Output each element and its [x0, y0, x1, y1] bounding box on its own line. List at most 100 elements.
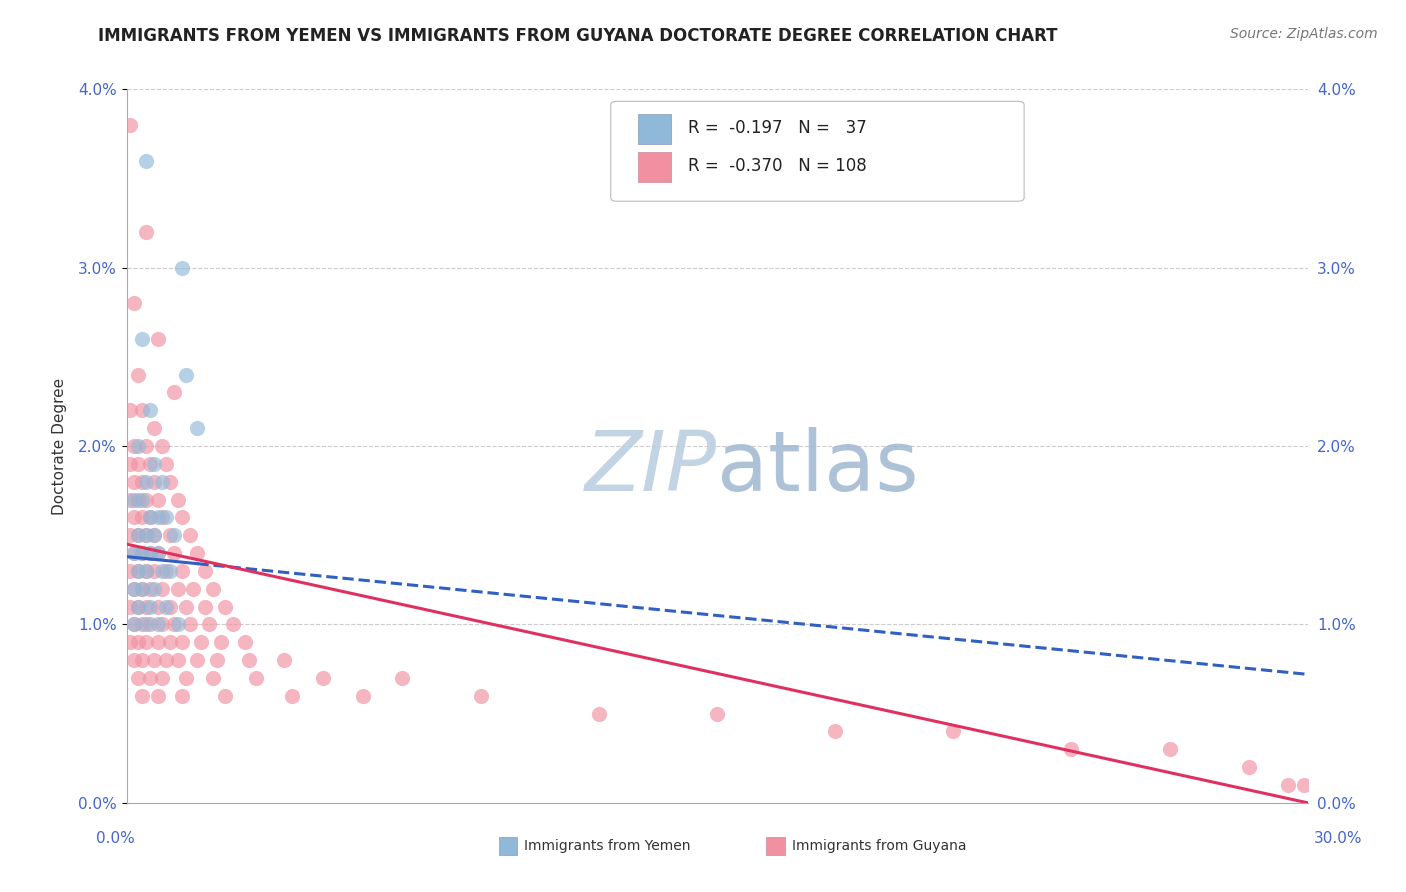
Point — [214, 599, 236, 614]
Point — [1292, 778, 1315, 792]
Point — [143, 457, 166, 471]
Point — [205, 653, 228, 667]
Point — [159, 564, 181, 578]
Y-axis label: Doctorate Degree: Doctorate Degree — [52, 377, 67, 515]
Point — [135, 492, 157, 507]
Point — [139, 510, 162, 524]
Point — [281, 689, 304, 703]
Bar — [638, 152, 671, 182]
Point — [135, 153, 157, 168]
Point — [170, 635, 193, 649]
Point — [120, 457, 142, 471]
Text: Source: ZipAtlas.com: Source: ZipAtlas.com — [1230, 27, 1378, 41]
Point — [159, 635, 181, 649]
Point — [120, 118, 142, 132]
Text: R =  -0.197   N =   37: R = -0.197 N = 37 — [688, 120, 866, 137]
Point — [352, 689, 374, 703]
Bar — [638, 114, 671, 145]
Point — [124, 546, 146, 560]
Point — [120, 564, 142, 578]
Point — [139, 617, 162, 632]
Point — [127, 599, 149, 614]
Point — [131, 582, 153, 596]
Text: 30.0%: 30.0% — [1315, 831, 1362, 846]
Point — [143, 528, 166, 542]
Point — [131, 492, 153, 507]
Point — [127, 528, 149, 542]
Point — [146, 546, 169, 560]
Point — [155, 653, 177, 667]
Point — [135, 564, 157, 578]
Point — [170, 260, 193, 275]
Point — [186, 421, 208, 435]
Point — [166, 653, 188, 667]
Point — [150, 439, 173, 453]
Point — [150, 564, 173, 578]
Point — [312, 671, 335, 685]
Point — [143, 421, 166, 435]
Point — [124, 617, 146, 632]
Point — [163, 528, 186, 542]
Point — [179, 528, 201, 542]
Point — [143, 475, 166, 489]
Point — [166, 492, 188, 507]
Point — [146, 617, 169, 632]
Point — [127, 457, 149, 471]
Point — [159, 528, 181, 542]
Point — [170, 564, 193, 578]
Point — [127, 564, 149, 578]
Point — [179, 617, 201, 632]
Point — [124, 510, 146, 524]
Point — [124, 617, 146, 632]
Point — [183, 582, 205, 596]
Point — [202, 582, 225, 596]
Point — [143, 528, 166, 542]
Point — [143, 582, 166, 596]
Point — [1159, 742, 1181, 756]
Point — [135, 528, 157, 542]
Point — [120, 635, 142, 649]
Point — [150, 671, 173, 685]
Point — [139, 510, 162, 524]
Point — [120, 528, 142, 542]
Point — [155, 564, 177, 578]
Point — [127, 528, 149, 542]
Point — [127, 439, 149, 453]
Point — [135, 564, 157, 578]
Point — [942, 724, 965, 739]
Point — [143, 564, 166, 578]
Point — [131, 546, 153, 560]
Point — [146, 599, 169, 614]
Point — [131, 689, 153, 703]
Point — [139, 582, 162, 596]
Text: Immigrants from Yemen: Immigrants from Yemen — [524, 838, 690, 853]
Point — [190, 635, 212, 649]
Point — [143, 653, 166, 667]
Point — [163, 617, 186, 632]
Point — [124, 653, 146, 667]
Point — [470, 689, 492, 703]
Point — [135, 528, 157, 542]
Point — [135, 635, 157, 649]
Point — [186, 546, 208, 560]
Point — [194, 599, 217, 614]
Text: R =  -0.370   N = 108: R = -0.370 N = 108 — [688, 157, 866, 175]
Point — [150, 475, 173, 489]
Point — [238, 653, 260, 667]
Point — [135, 475, 157, 489]
Point — [163, 546, 186, 560]
Point — [135, 617, 157, 632]
Point — [120, 403, 142, 417]
Point — [124, 546, 146, 560]
Point — [131, 403, 153, 417]
Point — [124, 492, 146, 507]
Point — [139, 546, 162, 560]
Point — [150, 617, 173, 632]
Point — [155, 510, 177, 524]
Point — [391, 671, 413, 685]
Point — [198, 617, 221, 632]
Point — [155, 457, 177, 471]
Point — [1237, 760, 1260, 774]
Point — [131, 617, 153, 632]
Point — [120, 599, 142, 614]
